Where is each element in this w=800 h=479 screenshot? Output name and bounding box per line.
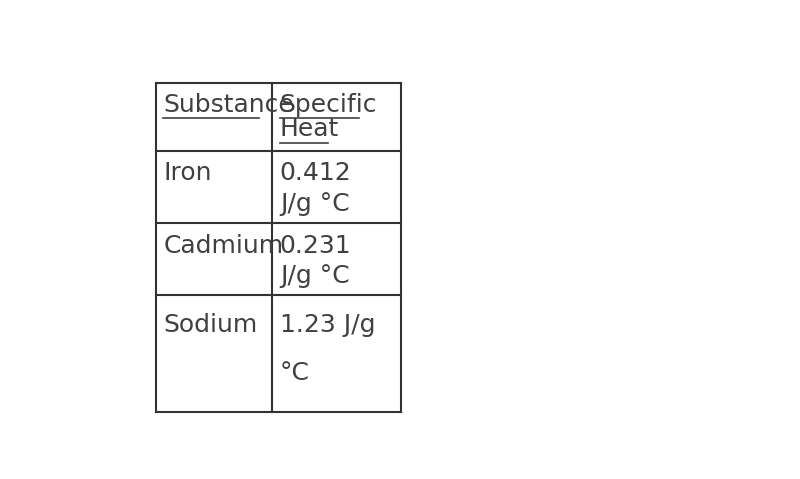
Text: Iron: Iron xyxy=(163,161,212,185)
Text: °C: °C xyxy=(280,362,310,386)
Text: Cadmium: Cadmium xyxy=(163,234,283,258)
Text: 1.23 J/g: 1.23 J/g xyxy=(280,312,375,337)
Text: Substance: Substance xyxy=(163,92,294,116)
Text: 0.231: 0.231 xyxy=(280,234,351,258)
Text: J/g °C: J/g °C xyxy=(280,192,350,216)
Text: Specific: Specific xyxy=(280,92,378,116)
Text: J/g °C: J/g °C xyxy=(280,264,350,288)
Text: 0.412: 0.412 xyxy=(280,161,351,185)
Text: Sodium: Sodium xyxy=(163,312,258,337)
Text: Heat: Heat xyxy=(280,117,339,141)
